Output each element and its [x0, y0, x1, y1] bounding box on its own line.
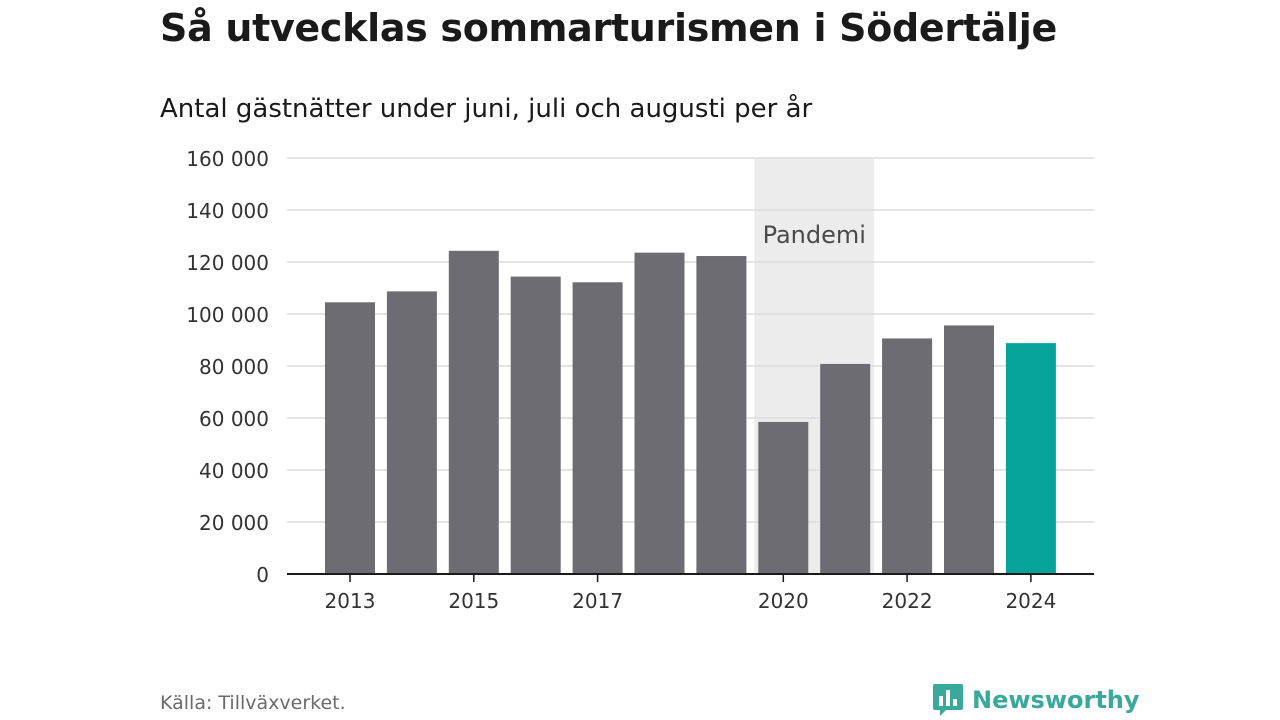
y-tick-label: 60 000: [199, 407, 269, 431]
bar-2022: [882, 338, 933, 574]
x-tick-label: 2013: [325, 589, 376, 613]
source-note: Källa: Tillväxverket.: [160, 692, 346, 714]
brand-logo[interactable]: Newsworthy: [932, 682, 1140, 718]
brand-name: Newsworthy: [972, 686, 1140, 714]
chart-subtitle: Antal gästnätter under juni, juli och au…: [160, 94, 813, 124]
x-tick-label: 2020: [758, 589, 809, 613]
y-tick-label: 140 000: [186, 199, 269, 223]
x-tick-label: 2015: [448, 589, 499, 613]
bar-2023: [944, 325, 994, 574]
bar-2019: [696, 256, 747, 574]
y-tick-label: 20 000: [199, 511, 269, 535]
y-tick-label: 80 000: [199, 355, 269, 379]
pandemic-label: Pandemi: [763, 221, 866, 249]
bar-2017: [572, 282, 623, 574]
x-tick-label: 2022: [882, 589, 933, 613]
bar-2013: [325, 302, 375, 574]
bar-2018: [634, 252, 685, 574]
y-tick-label: 0: [256, 563, 269, 587]
bar-2016: [510, 276, 561, 574]
x-tick-label: 2017: [572, 589, 623, 613]
bar-2021: [820, 363, 871, 574]
chart-title: Så utvecklas sommarturismen i Södertälje: [160, 6, 1057, 50]
bar-2024: [1005, 343, 1056, 574]
newsworthy-logo-icon: [933, 684, 963, 716]
x-tick-label: 2024: [1005, 589, 1056, 613]
y-tick-label: 100 000: [186, 303, 269, 327]
y-tick-label: 120 000: [186, 251, 269, 275]
bar-2015: [448, 250, 499, 574]
y-tick-label: 40 000: [199, 459, 269, 483]
y-tick-label: 160 000: [186, 147, 269, 171]
bar-2020: [758, 421, 809, 574]
bar-2014: [386, 291, 437, 574]
